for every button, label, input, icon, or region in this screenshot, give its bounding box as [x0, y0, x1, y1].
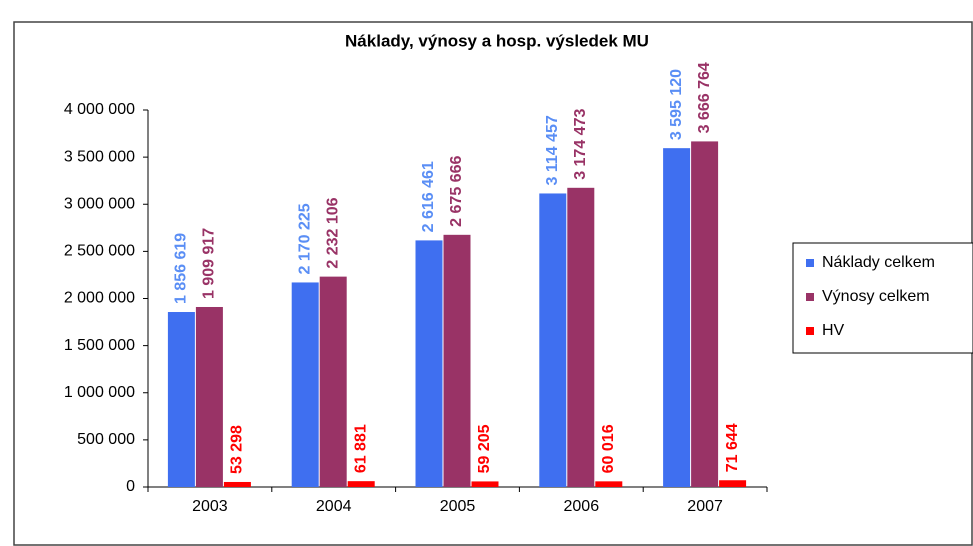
legend-box [792, 242, 973, 354]
x-tick-label: 2006 [564, 498, 600, 515]
value-label: 1 856 619 [173, 233, 190, 304]
value-label: 3 114 457 [544, 115, 561, 185]
y-tick-label: 4 000 000 [64, 101, 135, 118]
bar [319, 276, 347, 487]
legend-label: Náklady celkem [822, 254, 935, 271]
value-label: 71 644 [724, 423, 741, 472]
bar [663, 148, 691, 487]
value-label: 61 881 [352, 424, 369, 473]
y-tick-label: 3 500 000 [64, 148, 135, 165]
value-label: 2 616 461 [420, 161, 437, 232]
bar [347, 481, 375, 487]
legend-swatch [806, 293, 814, 301]
y-tick-label: 1 000 000 [64, 384, 135, 401]
y-tick-label: 1 500 000 [64, 337, 135, 354]
value-label: 2 232 106 [324, 197, 341, 268]
bar [223, 481, 251, 487]
legend-swatch [806, 327, 814, 335]
bar [167, 312, 195, 487]
y-tick-label: 3 000 000 [64, 195, 135, 212]
value-label: 53 298 [229, 425, 246, 474]
value-label: 3 595 120 [668, 69, 685, 140]
chart-title: Náklady, výnosy a hosp. výsledek MU [345, 31, 649, 50]
value-label: 2 675 666 [448, 156, 465, 227]
value-label: 3 174 473 [572, 109, 589, 180]
bar [471, 481, 499, 487]
value-label: 3 666 764 [696, 62, 713, 133]
x-tick-label: 2007 [687, 498, 723, 515]
x-tick-label: 2005 [440, 498, 476, 515]
y-tick-label: 500 000 [77, 431, 135, 448]
bar [719, 480, 747, 487]
bar [539, 193, 567, 487]
x-tick-label: 2003 [192, 498, 228, 515]
value-label: 1 909 917 [201, 228, 218, 299]
y-tick-label: 2 500 000 [64, 243, 135, 260]
y-tick-label: 2 000 000 [64, 290, 135, 307]
value-label: 59 205 [476, 424, 493, 473]
x-tick-label: 2004 [316, 498, 352, 515]
bar [567, 187, 595, 488]
bar [691, 141, 719, 488]
legend-swatch [806, 259, 814, 267]
bar [415, 240, 443, 487]
bar [195, 306, 223, 487]
y-tick-label: 0 [126, 478, 135, 495]
bar [443, 234, 471, 487]
bar [291, 282, 319, 487]
bar [595, 481, 623, 487]
legend-label: Výnosy celkem [822, 288, 930, 305]
value-label: 2 170 225 [296, 203, 313, 274]
legend-label: HV [822, 322, 845, 339]
value-label: 60 016 [600, 424, 617, 473]
